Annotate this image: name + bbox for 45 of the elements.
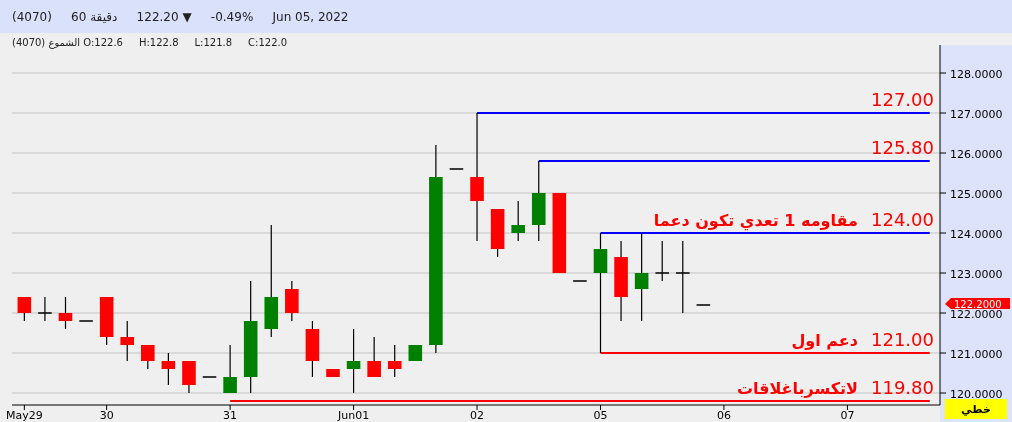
candlestick	[38, 296, 52, 322]
y-tick-label: 120.0000	[950, 388, 1003, 401]
candlestick	[367, 336, 381, 378]
x-tick-label: 06	[716, 409, 731, 422]
x-tick-label: 07	[840, 409, 855, 422]
series-label: 119.80	[871, 377, 934, 398]
candlestick	[120, 320, 135, 362]
candlestick	[141, 344, 155, 370]
y-tick-label: 125.0000	[950, 188, 1003, 201]
candlestick	[346, 328, 361, 394]
x-tick-label: 30	[99, 409, 114, 422]
y-tick-label: 124.0000	[950, 228, 1003, 241]
candlestick	[223, 344, 237, 394]
x-tick-label: Jun01	[336, 409, 370, 422]
candlestick	[285, 280, 299, 322]
candlestick	[58, 296, 73, 330]
series-label: 125.80	[871, 137, 934, 158]
candlestick	[161, 352, 176, 386]
annotation: مقاومه 1 تعدي تكون دعما	[653, 211, 858, 231]
candlestick	[17, 296, 32, 322]
y-tick-label: 123.0000	[950, 268, 1003, 281]
x-tick-label: 02	[470, 409, 485, 422]
x-tick-label: May29	[5, 409, 43, 422]
candlestick	[387, 344, 402, 378]
candlestick	[676, 240, 690, 314]
text: خطي	[961, 403, 991, 416]
x-tick-label: 05	[593, 409, 608, 422]
y-tick-label: 126.0000	[950, 148, 1003, 161]
x-tick-label: 31	[223, 409, 238, 422]
price-tag: 122.2000	[945, 298, 1010, 310]
series-label: 124.00	[871, 209, 934, 230]
candlestick	[593, 232, 608, 354]
candlestick	[511, 200, 525, 242]
y-tick-label: 122.0000	[950, 308, 1003, 321]
y-tick-label: 128.0000	[950, 68, 1003, 81]
candlestick	[182, 360, 196, 394]
y-tick-label: 127.0000	[950, 108, 1003, 121]
candlestick	[634, 232, 649, 322]
annotation: دعم اول	[791, 331, 858, 350]
candlestick	[470, 112, 484, 242]
y-tick-label: 121.0000	[950, 348, 1003, 361]
annotation: لاتكسرباغلاقات	[736, 379, 858, 398]
series-label: 127.00	[871, 89, 934, 110]
candlestick	[655, 240, 670, 282]
series-label: 121.00	[871, 329, 934, 350]
